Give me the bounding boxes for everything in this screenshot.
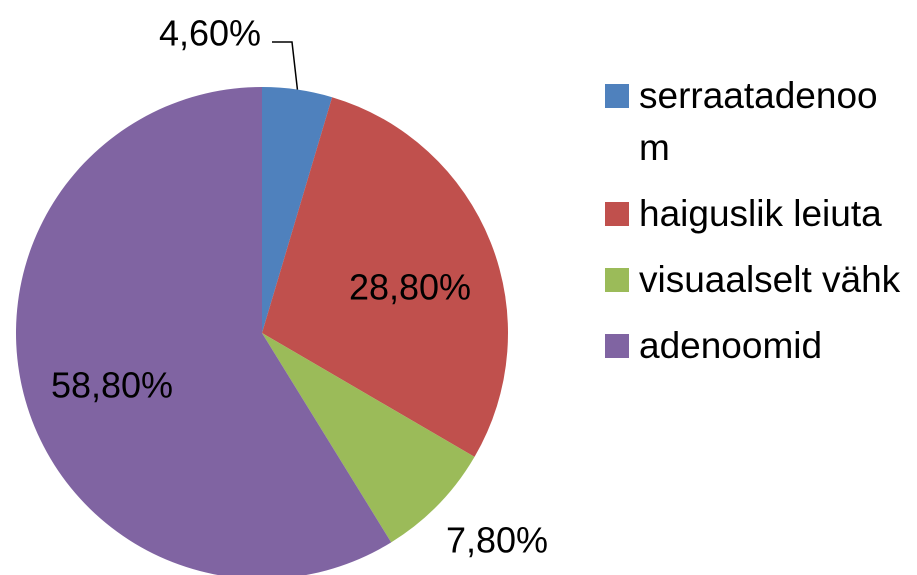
legend-label: adenoomid — [639, 325, 823, 366]
pie-slice — [262, 87, 333, 333]
legend-item: visuaalselt vähk — [605, 254, 905, 306]
legend-item: adenoomid — [605, 320, 905, 372]
pie-slice — [262, 333, 475, 543]
leader-line — [272, 41, 299, 90]
legend-item: serraatadenoom — [605, 70, 905, 174]
data-label: 58,80% — [51, 365, 173, 406]
data-label: 28,80% — [349, 267, 471, 308]
legend-item: haiguslik leiuta — [605, 188, 905, 240]
pie-slice — [16, 87, 392, 575]
pie-slice — [262, 97, 508, 457]
legend-swatch — [605, 84, 629, 108]
data-label: 4,60% — [159, 13, 261, 54]
legend-label: haiguslik leiuta — [639, 193, 882, 234]
legend-label: serraatadenoom — [639, 75, 878, 168]
legend-label: visuaalselt vähk — [639, 259, 901, 300]
legend-swatch — [605, 202, 629, 226]
data-label: 7,80% — [446, 520, 548, 561]
legend-swatch — [605, 268, 629, 292]
legend: serraatadenoom haiguslik leiuta visuaalsel… — [605, 70, 905, 386]
legend-swatch — [605, 334, 629, 358]
